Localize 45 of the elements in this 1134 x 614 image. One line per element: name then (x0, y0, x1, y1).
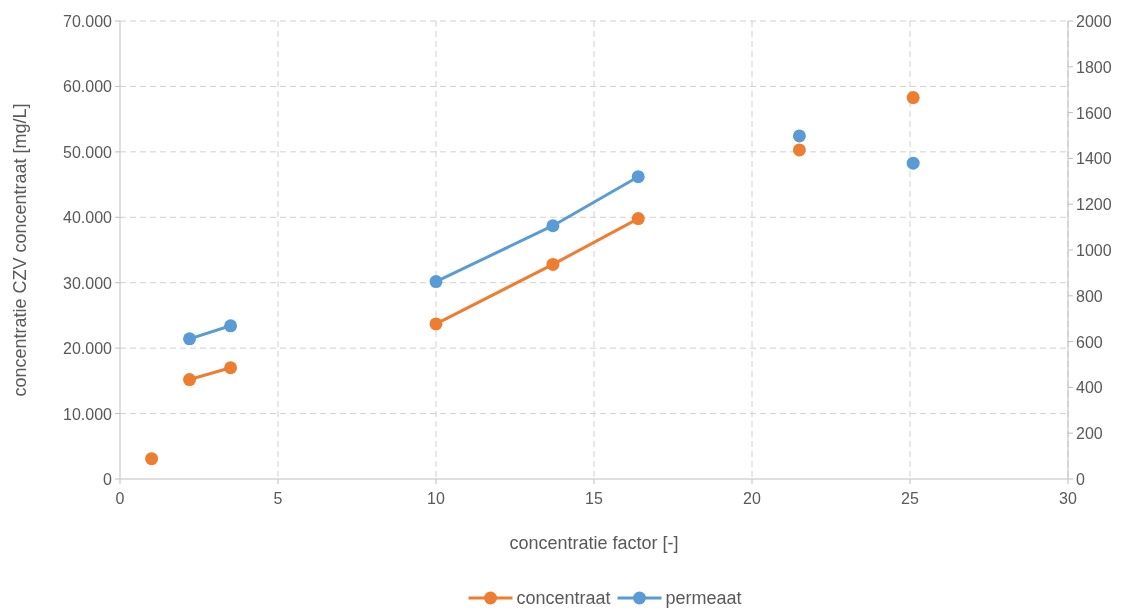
y-tick-label: 50.000 (63, 143, 113, 161)
y2-tick-label: 1600 (1076, 104, 1112, 122)
y2-tick-label: 1000 (1076, 242, 1112, 259)
point (792, 129, 806, 143)
y-tick-label: 0 (103, 471, 113, 488)
x-tick-label: 25 (901, 490, 919, 507)
y2-tick-label: 0 (1076, 471, 1085, 488)
point (792, 143, 806, 157)
y2-tick-label: 800 (1076, 287, 1103, 305)
point (145, 452, 159, 466)
point (183, 332, 197, 346)
x-tick-label: 30 (1059, 490, 1077, 507)
point (224, 361, 238, 375)
point (906, 91, 920, 105)
x-tick-label: 15 (585, 490, 603, 507)
x-axis-title: concentratie factor [-] (509, 533, 679, 553)
y-tick-label: 40.000 (63, 209, 113, 227)
y2-tick-label: 1200 (1076, 196, 1112, 214)
y2-tick-label: 400 (1076, 379, 1103, 397)
point (631, 212, 645, 226)
point (224, 319, 238, 333)
y-tick-label: 70.000 (63, 13, 113, 30)
y-tick-label: 20.000 (63, 340, 113, 358)
y2-tick-label: 2000 (1076, 13, 1112, 30)
legend-label: concentraat (516, 588, 611, 608)
point (546, 257, 560, 271)
point (906, 156, 920, 170)
y-tick-label: 60.000 (63, 78, 113, 96)
y2-tick-label: 1800 (1076, 58, 1112, 76)
x-tick-label: 10 (427, 490, 445, 507)
y-axis-title: concentratie CZV concentraat [mg/L] (10, 103, 30, 397)
y2-tick-label: 600 (1076, 333, 1103, 351)
y-tick-label: 10.000 (63, 405, 113, 423)
legend-label: permeaat (665, 588, 742, 608)
x-tick-label: 5 (273, 490, 283, 507)
point (546, 219, 560, 233)
point (429, 275, 443, 289)
point (429, 317, 443, 331)
x-tick-label: 20 (743, 490, 761, 507)
x-tick-label: 0 (115, 490, 125, 507)
y2-tick-label: 1400 (1076, 150, 1112, 168)
y2-tick-label: 200 (1076, 425, 1103, 443)
point (183, 373, 197, 387)
point (631, 170, 645, 184)
y-tick-label: 30.000 (63, 274, 113, 292)
